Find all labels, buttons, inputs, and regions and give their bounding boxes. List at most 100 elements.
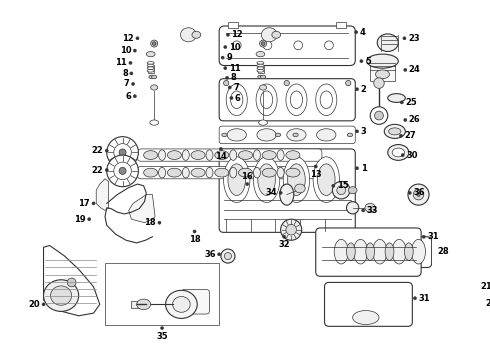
Ellipse shape <box>293 133 298 137</box>
Bar <box>131 301 140 308</box>
Ellipse shape <box>346 243 355 261</box>
Text: 26: 26 <box>409 116 420 125</box>
Ellipse shape <box>261 42 265 45</box>
Ellipse shape <box>257 69 264 72</box>
Ellipse shape <box>284 80 290 86</box>
Text: 12: 12 <box>231 30 243 39</box>
Ellipse shape <box>114 162 131 180</box>
Ellipse shape <box>257 62 264 64</box>
Ellipse shape <box>332 181 350 199</box>
Bar <box>105 263 219 325</box>
Ellipse shape <box>50 286 72 305</box>
Ellipse shape <box>353 239 368 264</box>
Ellipse shape <box>147 51 155 57</box>
FancyBboxPatch shape <box>219 149 355 232</box>
Text: 30: 30 <box>406 150 417 159</box>
Ellipse shape <box>384 124 405 138</box>
Ellipse shape <box>392 148 404 157</box>
Ellipse shape <box>231 91 243 109</box>
Ellipse shape <box>416 193 420 196</box>
Text: 36: 36 <box>204 250 216 259</box>
Ellipse shape <box>277 167 284 178</box>
Ellipse shape <box>454 262 476 285</box>
Ellipse shape <box>353 311 379 325</box>
Ellipse shape <box>158 221 161 224</box>
Ellipse shape <box>253 167 260 178</box>
Ellipse shape <box>262 151 276 159</box>
Ellipse shape <box>227 129 246 141</box>
Ellipse shape <box>182 150 189 160</box>
Ellipse shape <box>400 101 403 104</box>
Ellipse shape <box>168 168 181 177</box>
Ellipse shape <box>389 128 401 135</box>
Ellipse shape <box>226 33 229 36</box>
Ellipse shape <box>151 75 157 79</box>
Text: 31: 31 <box>418 294 430 303</box>
Ellipse shape <box>137 299 150 310</box>
Ellipse shape <box>280 184 294 205</box>
Text: 12: 12 <box>122 34 134 43</box>
Ellipse shape <box>281 219 302 240</box>
Ellipse shape <box>258 75 263 79</box>
Text: 9: 9 <box>226 53 232 62</box>
Ellipse shape <box>225 76 229 80</box>
Ellipse shape <box>150 120 159 125</box>
Text: 35: 35 <box>156 332 168 341</box>
Text: 36: 36 <box>413 188 425 197</box>
Ellipse shape <box>257 67 264 69</box>
Ellipse shape <box>294 184 305 193</box>
Ellipse shape <box>283 235 286 238</box>
Ellipse shape <box>360 59 363 63</box>
Text: 24: 24 <box>409 66 420 75</box>
Ellipse shape <box>262 168 276 177</box>
Text: 25: 25 <box>405 98 417 107</box>
Ellipse shape <box>355 31 358 34</box>
Text: 23: 23 <box>408 34 419 43</box>
Ellipse shape <box>288 164 305 195</box>
Text: 8: 8 <box>122 69 128 78</box>
Ellipse shape <box>332 184 335 188</box>
Ellipse shape <box>317 129 336 141</box>
Ellipse shape <box>399 134 402 138</box>
Text: 32: 32 <box>278 240 290 249</box>
FancyBboxPatch shape <box>219 26 355 66</box>
Ellipse shape <box>385 243 394 261</box>
Ellipse shape <box>275 133 281 137</box>
Ellipse shape <box>107 137 138 168</box>
Text: 7: 7 <box>124 80 129 89</box>
Ellipse shape <box>318 164 335 195</box>
Ellipse shape <box>131 82 135 86</box>
Ellipse shape <box>206 150 213 160</box>
Ellipse shape <box>232 41 241 50</box>
Ellipse shape <box>228 86 231 89</box>
Text: 22: 22 <box>92 146 103 155</box>
Ellipse shape <box>172 297 190 312</box>
Ellipse shape <box>346 202 359 214</box>
Ellipse shape <box>408 184 429 205</box>
Ellipse shape <box>191 151 205 159</box>
Ellipse shape <box>348 187 357 194</box>
Ellipse shape <box>221 249 235 263</box>
Ellipse shape <box>485 276 488 280</box>
Ellipse shape <box>144 168 158 177</box>
Ellipse shape <box>230 150 237 160</box>
Ellipse shape <box>147 67 154 69</box>
Ellipse shape <box>286 84 307 116</box>
Polygon shape <box>129 195 155 223</box>
Ellipse shape <box>334 239 348 264</box>
Ellipse shape <box>392 239 406 264</box>
Ellipse shape <box>147 69 154 72</box>
Text: 15: 15 <box>337 181 348 190</box>
Ellipse shape <box>355 167 359 170</box>
Ellipse shape <box>257 64 264 67</box>
Ellipse shape <box>422 235 425 238</box>
Ellipse shape <box>365 203 375 212</box>
Ellipse shape <box>388 94 405 102</box>
Ellipse shape <box>314 165 318 168</box>
Text: 17: 17 <box>78 199 90 208</box>
Ellipse shape <box>290 91 303 109</box>
Ellipse shape <box>223 157 250 203</box>
Ellipse shape <box>287 129 306 141</box>
Ellipse shape <box>412 239 425 264</box>
Ellipse shape <box>283 157 310 203</box>
